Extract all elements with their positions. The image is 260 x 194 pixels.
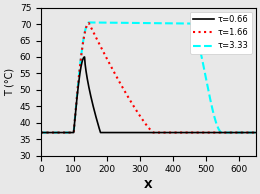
τ=3.33: [87, 21, 90, 24]
τ=1.66: [66, 131, 69, 134]
τ=1.66: [241, 131, 244, 134]
τ=0.66: [83, 56, 86, 58]
τ=1.66: [39, 131, 42, 134]
X-axis label: X: X: [144, 180, 153, 190]
Line: τ=1.66: τ=1.66: [41, 23, 260, 133]
τ=3.33: [39, 131, 42, 134]
τ=0.66: [138, 131, 141, 134]
τ=3.33: [66, 131, 69, 134]
τ=1.66: [87, 22, 90, 24]
τ=0.66: [80, 65, 83, 68]
τ=0.66: [39, 131, 42, 134]
Legend: τ=0.66, τ=1.66, τ=3.33: τ=0.66, τ=1.66, τ=3.33: [190, 12, 252, 54]
τ=3.33: [128, 22, 131, 24]
τ=3.33: [138, 22, 141, 24]
Y-axis label: T (°C): T (°C): [4, 68, 14, 96]
τ=0.66: [128, 131, 131, 134]
Line: τ=3.33: τ=3.33: [41, 23, 260, 133]
τ=1.66: [128, 99, 131, 101]
τ=1.66: [138, 114, 141, 117]
Line: τ=0.66: τ=0.66: [41, 57, 260, 133]
τ=3.33: [241, 131, 244, 134]
τ=1.66: [80, 56, 83, 58]
τ=3.33: [80, 55, 83, 58]
τ=0.66: [66, 131, 69, 134]
τ=0.66: [241, 131, 244, 134]
